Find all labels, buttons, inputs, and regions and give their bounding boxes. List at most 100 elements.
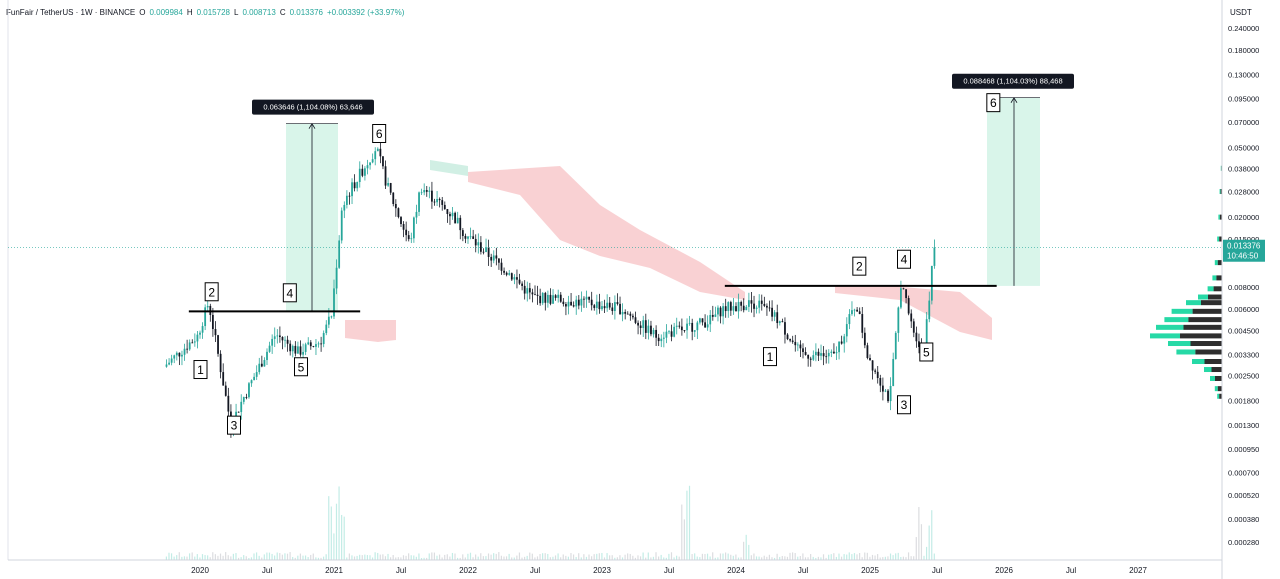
candle-body <box>217 335 219 354</box>
candle-body <box>717 307 719 315</box>
candle-body <box>910 313 913 322</box>
candle-body <box>644 320 647 333</box>
candle-body <box>518 279 521 284</box>
volume-bar <box>735 554 737 560</box>
candle-body <box>699 318 701 323</box>
candle-body <box>358 168 361 183</box>
candle-body <box>776 312 779 324</box>
wave-label-5: 5 <box>294 357 308 377</box>
price-axis[interactable]: 0.240000 0.180000 0.130000 0.095000 0.070000… <box>8 0 1265 579</box>
volume-bar <box>560 557 562 560</box>
volume-bar <box>477 556 479 560</box>
change-value: +0.003392 (+33.97%) <box>326 7 405 17</box>
volume-bar <box>820 557 822 560</box>
candle-body <box>227 395 230 412</box>
candle-body <box>724 306 727 312</box>
volume-bar <box>312 553 314 560</box>
volume-bar <box>750 555 752 560</box>
volume-bar <box>214 554 216 560</box>
volume-bar <box>928 525 930 560</box>
volume-bar <box>843 554 845 560</box>
volume-bar <box>784 556 786 560</box>
candle-body <box>892 358 895 386</box>
volume-bar <box>913 556 915 560</box>
volume-bar <box>874 555 876 560</box>
volume-bar <box>374 552 376 560</box>
candle-body <box>433 201 436 203</box>
volume-bar <box>603 557 606 560</box>
candle-body <box>766 305 768 308</box>
measure-arrow-head <box>308 122 316 129</box>
volume-bar <box>773 557 776 560</box>
volume-bar <box>748 544 750 560</box>
candle-body <box>348 195 351 197</box>
volume-profile-bar <box>1164 317 1189 323</box>
candle-body <box>660 338 663 342</box>
volume-bar <box>487 553 490 560</box>
candle-body <box>930 265 933 301</box>
price-tick-label: 0.003300 <box>1228 350 1259 359</box>
candle-body <box>317 343 320 345</box>
candle-body <box>271 338 274 346</box>
time-tick-label: 2020 <box>191 566 209 575</box>
volume-bar <box>209 557 211 560</box>
candle-body <box>307 342 310 345</box>
candle-body <box>240 401 243 413</box>
time-axis[interactable]: 2020 Jul 2021 Jul 2022 Jul 2023 Jul 2024 Jul 2025 J… <box>7 0 1222 575</box>
volume-bar <box>186 556 188 560</box>
candle-body <box>570 301 572 306</box>
volume-profile-bar <box>1219 189 1221 195</box>
volume-bar <box>678 556 680 560</box>
volume-profile-bar <box>1192 308 1222 314</box>
volume-bar <box>923 555 925 560</box>
volume-bar <box>552 556 554 560</box>
volume-bar <box>170 553 173 560</box>
candle-body <box>696 322 699 331</box>
symbol-title[interactable]: FunFair / TetherUS · 1W · BINANCE <box>6 7 136 17</box>
candle-body <box>554 295 557 298</box>
volume-bar <box>817 556 819 560</box>
volume-bar <box>910 556 912 560</box>
candle-body <box>768 307 771 309</box>
volume-profile <box>1150 165 1222 399</box>
volume-bar <box>776 553 778 560</box>
volume-bar <box>815 557 817 560</box>
volume-bar <box>722 553 724 560</box>
candle-body <box>389 183 392 193</box>
wave-label-text: 2 <box>856 260 863 274</box>
candle-body <box>807 354 810 359</box>
resistance-lines[interactable] <box>188 284 997 313</box>
candle-body <box>503 270 505 273</box>
candle-body <box>848 314 851 325</box>
wave-label-text: 1 <box>197 363 204 377</box>
volume-bar <box>258 555 260 560</box>
volume-profile-bar <box>1186 300 1201 306</box>
volume-bar <box>276 552 278 560</box>
measure-box[interactable] <box>987 97 1040 286</box>
wave-label-text: 2 <box>208 285 215 299</box>
volume-bar <box>915 537 917 560</box>
volume-bar <box>225 552 227 560</box>
wave-label-box <box>204 282 219 302</box>
volume-bar <box>861 557 863 560</box>
candle-body <box>508 273 511 275</box>
volume-bar <box>310 554 312 560</box>
volume-bar <box>384 556 387 560</box>
candle-body <box>840 341 843 344</box>
candle-body <box>871 360 874 371</box>
volume-bar <box>580 557 582 560</box>
candle-body <box>902 288 905 290</box>
volume-bar <box>444 554 446 560</box>
volume-bar <box>513 557 515 560</box>
volume-bar <box>500 555 502 560</box>
volume-bar <box>761 557 763 560</box>
volume-profile-bar <box>1208 294 1222 300</box>
price-tick-label: 0.038000 <box>1228 164 1259 173</box>
volume-bar <box>683 519 685 560</box>
volume-bar <box>395 557 397 560</box>
candle-body <box>838 341 840 353</box>
candle-body <box>709 314 712 325</box>
wave-label-box <box>897 395 911 415</box>
current-price-tag <box>1223 239 1265 262</box>
